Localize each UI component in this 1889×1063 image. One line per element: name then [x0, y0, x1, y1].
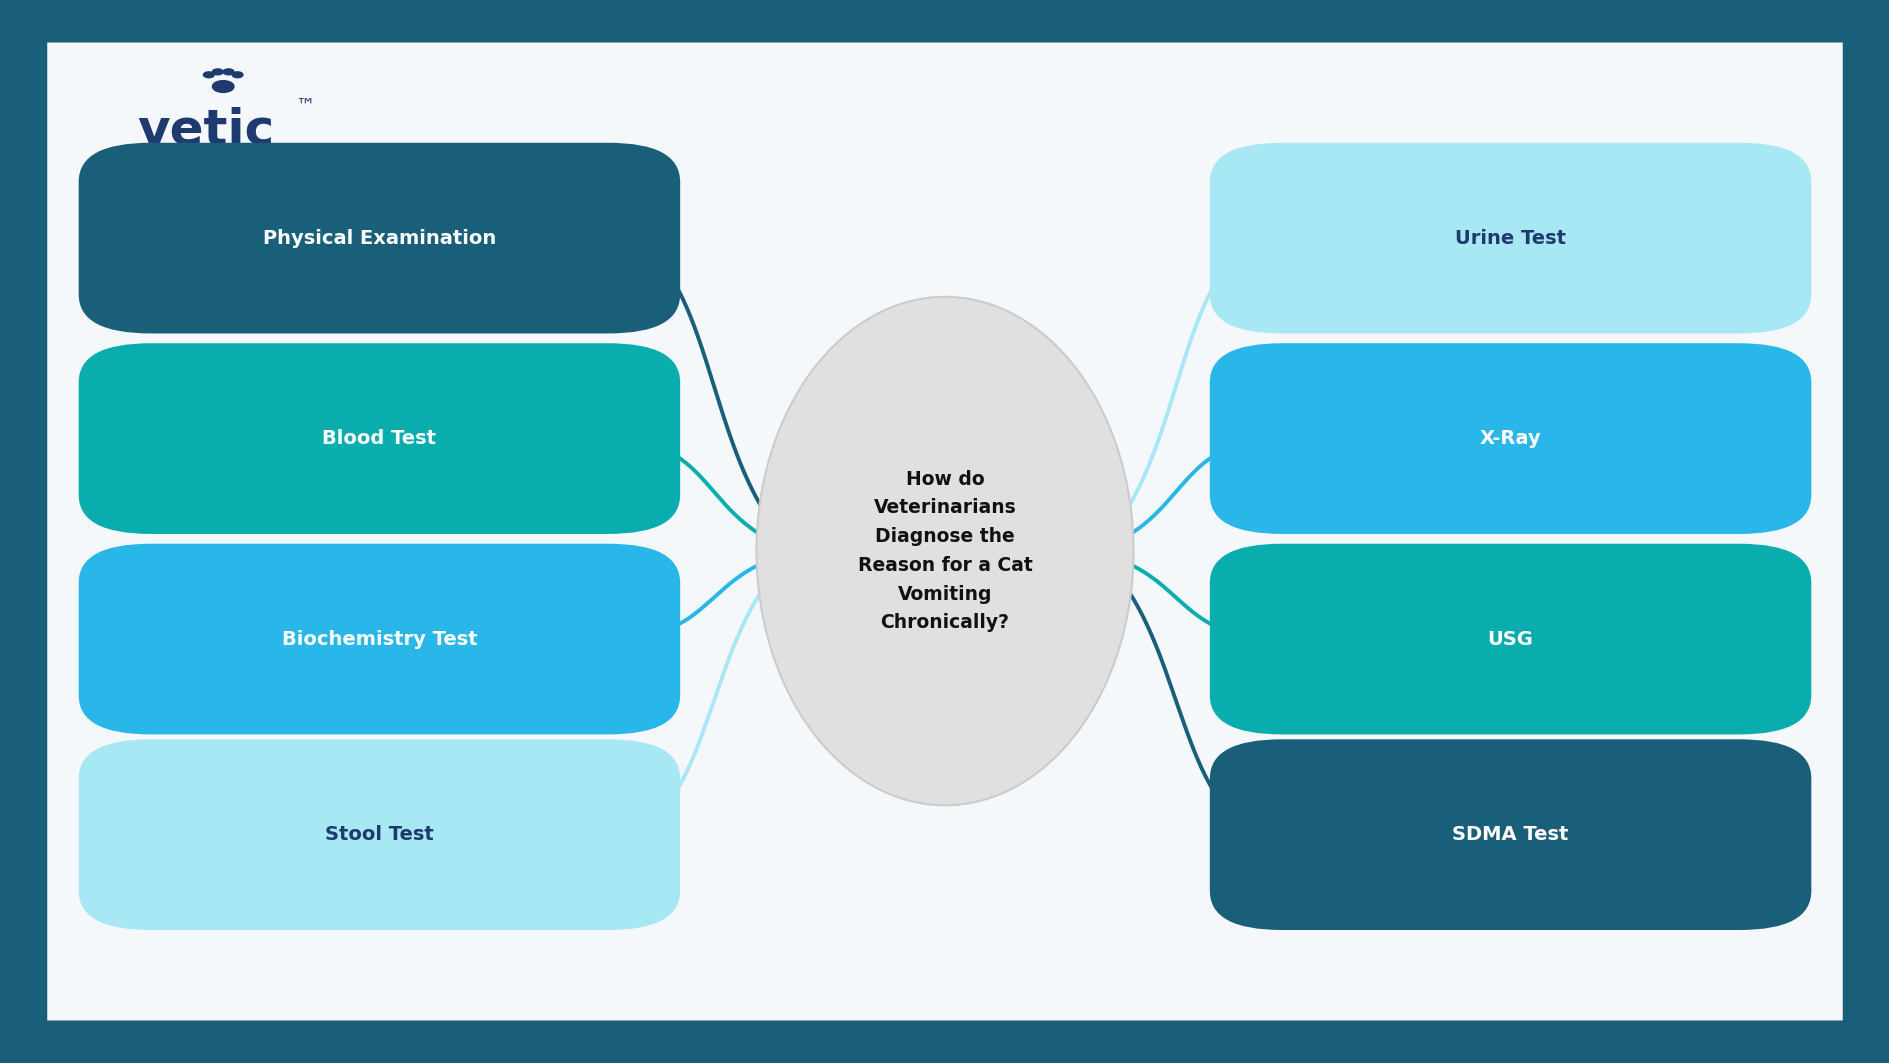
- Text: SDMA Test: SDMA Test: [1451, 825, 1568, 844]
- FancyBboxPatch shape: [79, 343, 680, 534]
- Text: ™: ™: [295, 97, 314, 116]
- Circle shape: [212, 69, 223, 74]
- Text: Biochemistry Test: Biochemistry Test: [281, 629, 478, 648]
- FancyBboxPatch shape: [1209, 343, 1810, 534]
- FancyBboxPatch shape: [79, 142, 680, 334]
- Text: Urine Test: Urine Test: [1455, 229, 1566, 248]
- FancyBboxPatch shape: [1209, 740, 1810, 930]
- Text: Physical Examination: Physical Examination: [263, 229, 495, 248]
- Circle shape: [223, 69, 234, 74]
- FancyBboxPatch shape: [1209, 142, 1810, 334]
- Circle shape: [232, 72, 244, 78]
- Circle shape: [204, 72, 213, 78]
- Text: Stool Test: Stool Test: [325, 825, 434, 844]
- Text: How do
Veterinarians
Diagnose the
Reason for a Cat
Vomiting
Chronically?: How do Veterinarians Diagnose the Reason…: [858, 470, 1031, 632]
- Circle shape: [212, 81, 234, 92]
- Text: USG: USG: [1487, 629, 1532, 648]
- FancyBboxPatch shape: [79, 543, 680, 735]
- FancyBboxPatch shape: [1209, 543, 1810, 735]
- Ellipse shape: [756, 297, 1133, 806]
- Text: Blood Test: Blood Test: [323, 429, 436, 449]
- FancyBboxPatch shape: [47, 43, 1842, 1020]
- Text: X-Ray: X-Ray: [1479, 429, 1541, 449]
- Text: vetic: vetic: [136, 106, 274, 154]
- FancyBboxPatch shape: [79, 740, 680, 930]
